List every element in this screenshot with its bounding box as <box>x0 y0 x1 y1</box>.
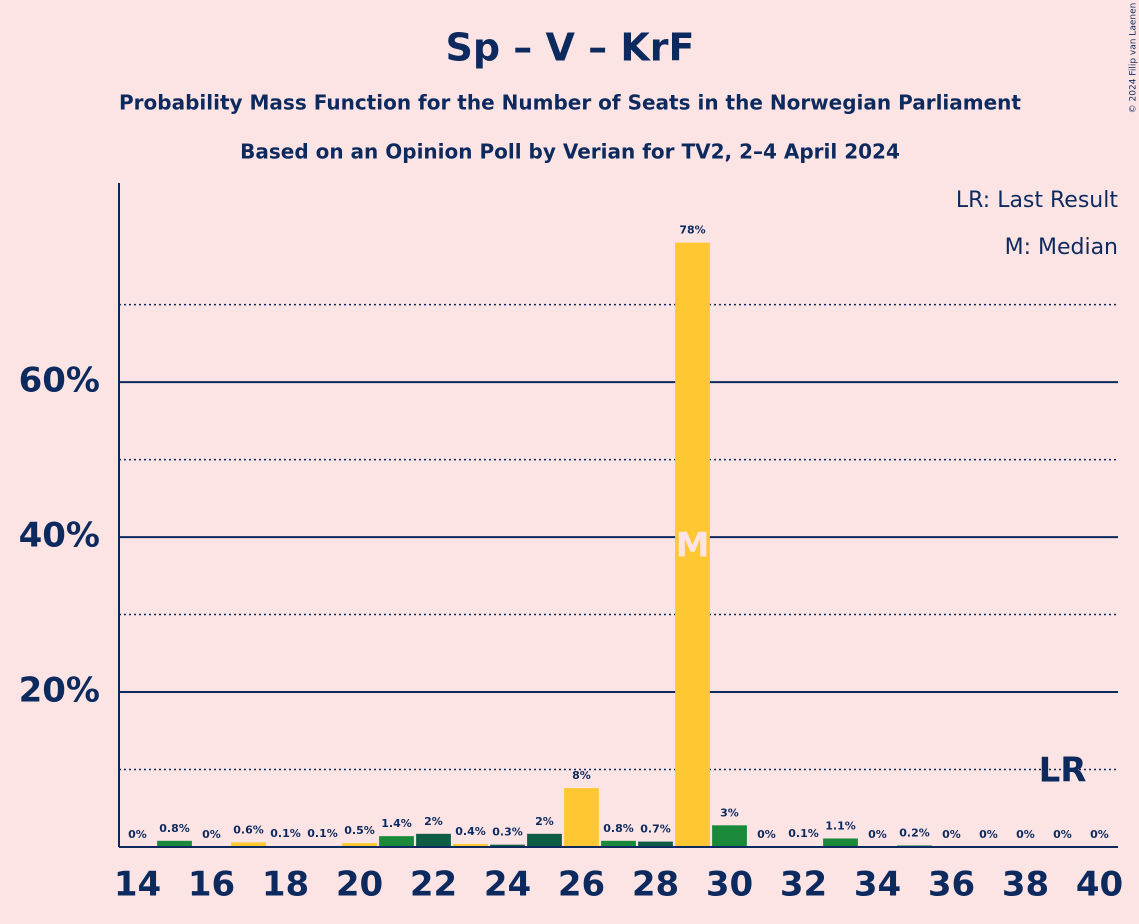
bar <box>490 844 525 847</box>
data-label: 0.1% <box>788 827 819 840</box>
y-tick-label: 60% <box>19 361 100 401</box>
data-label: 0.1% <box>270 827 301 840</box>
data-label: 0% <box>1016 828 1035 841</box>
data-label: 2% <box>535 815 554 828</box>
x-tick-label: 28 <box>632 865 679 905</box>
data-label: 0% <box>202 828 221 841</box>
bar <box>564 788 599 847</box>
bar <box>453 843 488 847</box>
data-label: 0.8% <box>159 822 190 835</box>
bar <box>157 840 192 847</box>
chart-subtitle: Based on an Opinion Poll by Verian for T… <box>240 140 900 164</box>
data-label: 0.7% <box>640 823 671 836</box>
x-tick-label: 20 <box>336 865 383 905</box>
x-tick-label: 22 <box>410 865 457 905</box>
last-result-marker: LR <box>1039 751 1087 791</box>
x-tick-label: 34 <box>854 865 901 905</box>
x-tick-label: 36 <box>928 865 975 905</box>
bar <box>527 833 562 847</box>
data-label: 0.8% <box>603 822 634 835</box>
x-tick-label: 16 <box>188 865 235 905</box>
bar <box>675 242 710 847</box>
bar <box>342 843 377 847</box>
median-marker: M <box>676 526 710 566</box>
x-tick-label: 18 <box>262 865 309 905</box>
legend-entry: LR: Last Result <box>956 188 1118 213</box>
data-label: 0% <box>979 828 998 841</box>
bar <box>823 838 858 847</box>
data-label: 0.1% <box>307 827 338 840</box>
data-label: 78% <box>679 224 705 237</box>
data-label: 0.3% <box>492 826 523 839</box>
data-label: 0% <box>128 828 147 841</box>
data-label: 1.4% <box>381 817 412 830</box>
legend-entry: M: Median <box>1005 235 1118 260</box>
bar <box>416 833 451 847</box>
x-tick-label: 14 <box>114 865 161 905</box>
data-label: 2% <box>424 815 443 828</box>
chart-subtitle: Probability Mass Function for the Number… <box>119 91 1021 115</box>
bar <box>712 825 747 847</box>
bar <box>231 842 266 847</box>
y-tick-label: 20% <box>19 671 100 711</box>
x-tick-label: 24 <box>484 865 531 905</box>
x-tick-label: 30 <box>706 865 753 905</box>
data-label: 3% <box>720 806 739 819</box>
copyright: © 2024 Filip van Laenen <box>1129 3 1139 114</box>
bar <box>601 840 636 847</box>
data-label: 0% <box>942 828 961 841</box>
bar <box>379 836 414 847</box>
x-tick-label: 32 <box>780 865 827 905</box>
data-label: 0.5% <box>344 824 375 837</box>
y-tick-label: 40% <box>19 516 100 556</box>
data-label: 0.4% <box>455 825 486 838</box>
x-tick-label: 26 <box>558 865 605 905</box>
data-label: 1.1% <box>825 819 856 832</box>
data-label: 0% <box>868 828 887 841</box>
data-label: 8% <box>572 769 591 782</box>
x-tick-label: 38 <box>1002 865 1049 905</box>
data-label: 0% <box>757 828 776 841</box>
data-label: 0.2% <box>899 826 930 839</box>
chart-title: Sp – V – KrF <box>445 26 694 70</box>
bar <box>638 841 673 847</box>
data-label: 0.6% <box>233 823 264 836</box>
data-label: 0% <box>1053 828 1072 841</box>
data-label: 0% <box>1090 828 1109 841</box>
x-tick-label: 40 <box>1076 865 1123 905</box>
